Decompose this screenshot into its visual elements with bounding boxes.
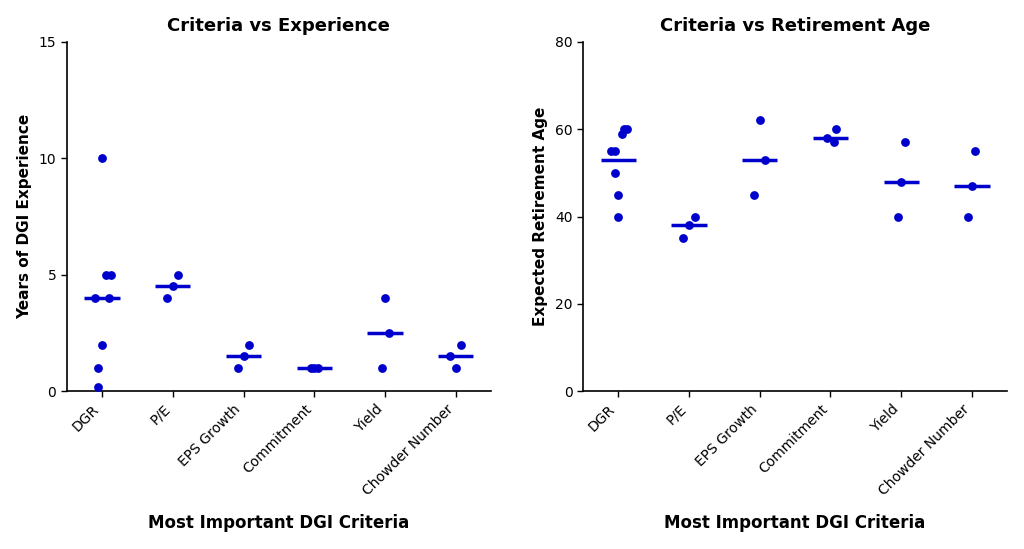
Point: [377, 294, 393, 302]
Point: [890, 212, 906, 221]
Point: [241, 340, 257, 349]
Point: [610, 212, 627, 221]
Point: [380, 329, 396, 338]
Point: [964, 182, 980, 191]
Point: [681, 221, 697, 229]
Point: [90, 382, 106, 391]
Point: [757, 155, 773, 164]
Point: [170, 271, 186, 279]
Y-axis label: Years of DGI Experience: Years of DGI Experience: [16, 114, 32, 319]
Point: [102, 271, 119, 279]
Y-axis label: Expected Retirement Age: Expected Retirement Age: [532, 107, 548, 326]
Point: [606, 169, 623, 177]
Point: [165, 282, 181, 291]
Point: [615, 125, 632, 133]
Point: [94, 340, 111, 349]
Point: [309, 363, 326, 372]
Point: [97, 271, 114, 279]
Point: [606, 147, 623, 155]
Point: [897, 138, 913, 147]
Point: [613, 129, 630, 138]
Point: [752, 116, 768, 125]
Point: [610, 191, 627, 199]
Point: [442, 352, 459, 361]
Point: [87, 294, 103, 302]
X-axis label: Most Important DGI Criteria: Most Important DGI Criteria: [665, 514, 926, 533]
Point: [447, 363, 464, 372]
Point: [686, 212, 702, 221]
Point: [893, 177, 909, 186]
Point: [302, 363, 318, 372]
Point: [101, 294, 118, 302]
Point: [819, 133, 836, 142]
Point: [454, 340, 470, 349]
Point: [745, 191, 762, 199]
Point: [374, 363, 390, 372]
Title: Criteria vs Retirement Age: Criteria vs Retirement Age: [659, 16, 930, 35]
Point: [94, 154, 111, 163]
Point: [236, 352, 252, 361]
Point: [159, 294, 175, 302]
Point: [306, 363, 323, 372]
Point: [603, 147, 620, 155]
X-axis label: Most Important DGI Criteria: Most Important DGI Criteria: [148, 514, 410, 533]
Point: [618, 125, 635, 133]
Point: [828, 125, 845, 133]
Point: [961, 212, 977, 221]
Title: Criteria vs Experience: Criteria vs Experience: [168, 16, 390, 35]
Point: [825, 138, 842, 147]
Point: [675, 234, 691, 243]
Point: [968, 147, 984, 155]
Point: [229, 363, 246, 372]
Point: [90, 363, 106, 372]
